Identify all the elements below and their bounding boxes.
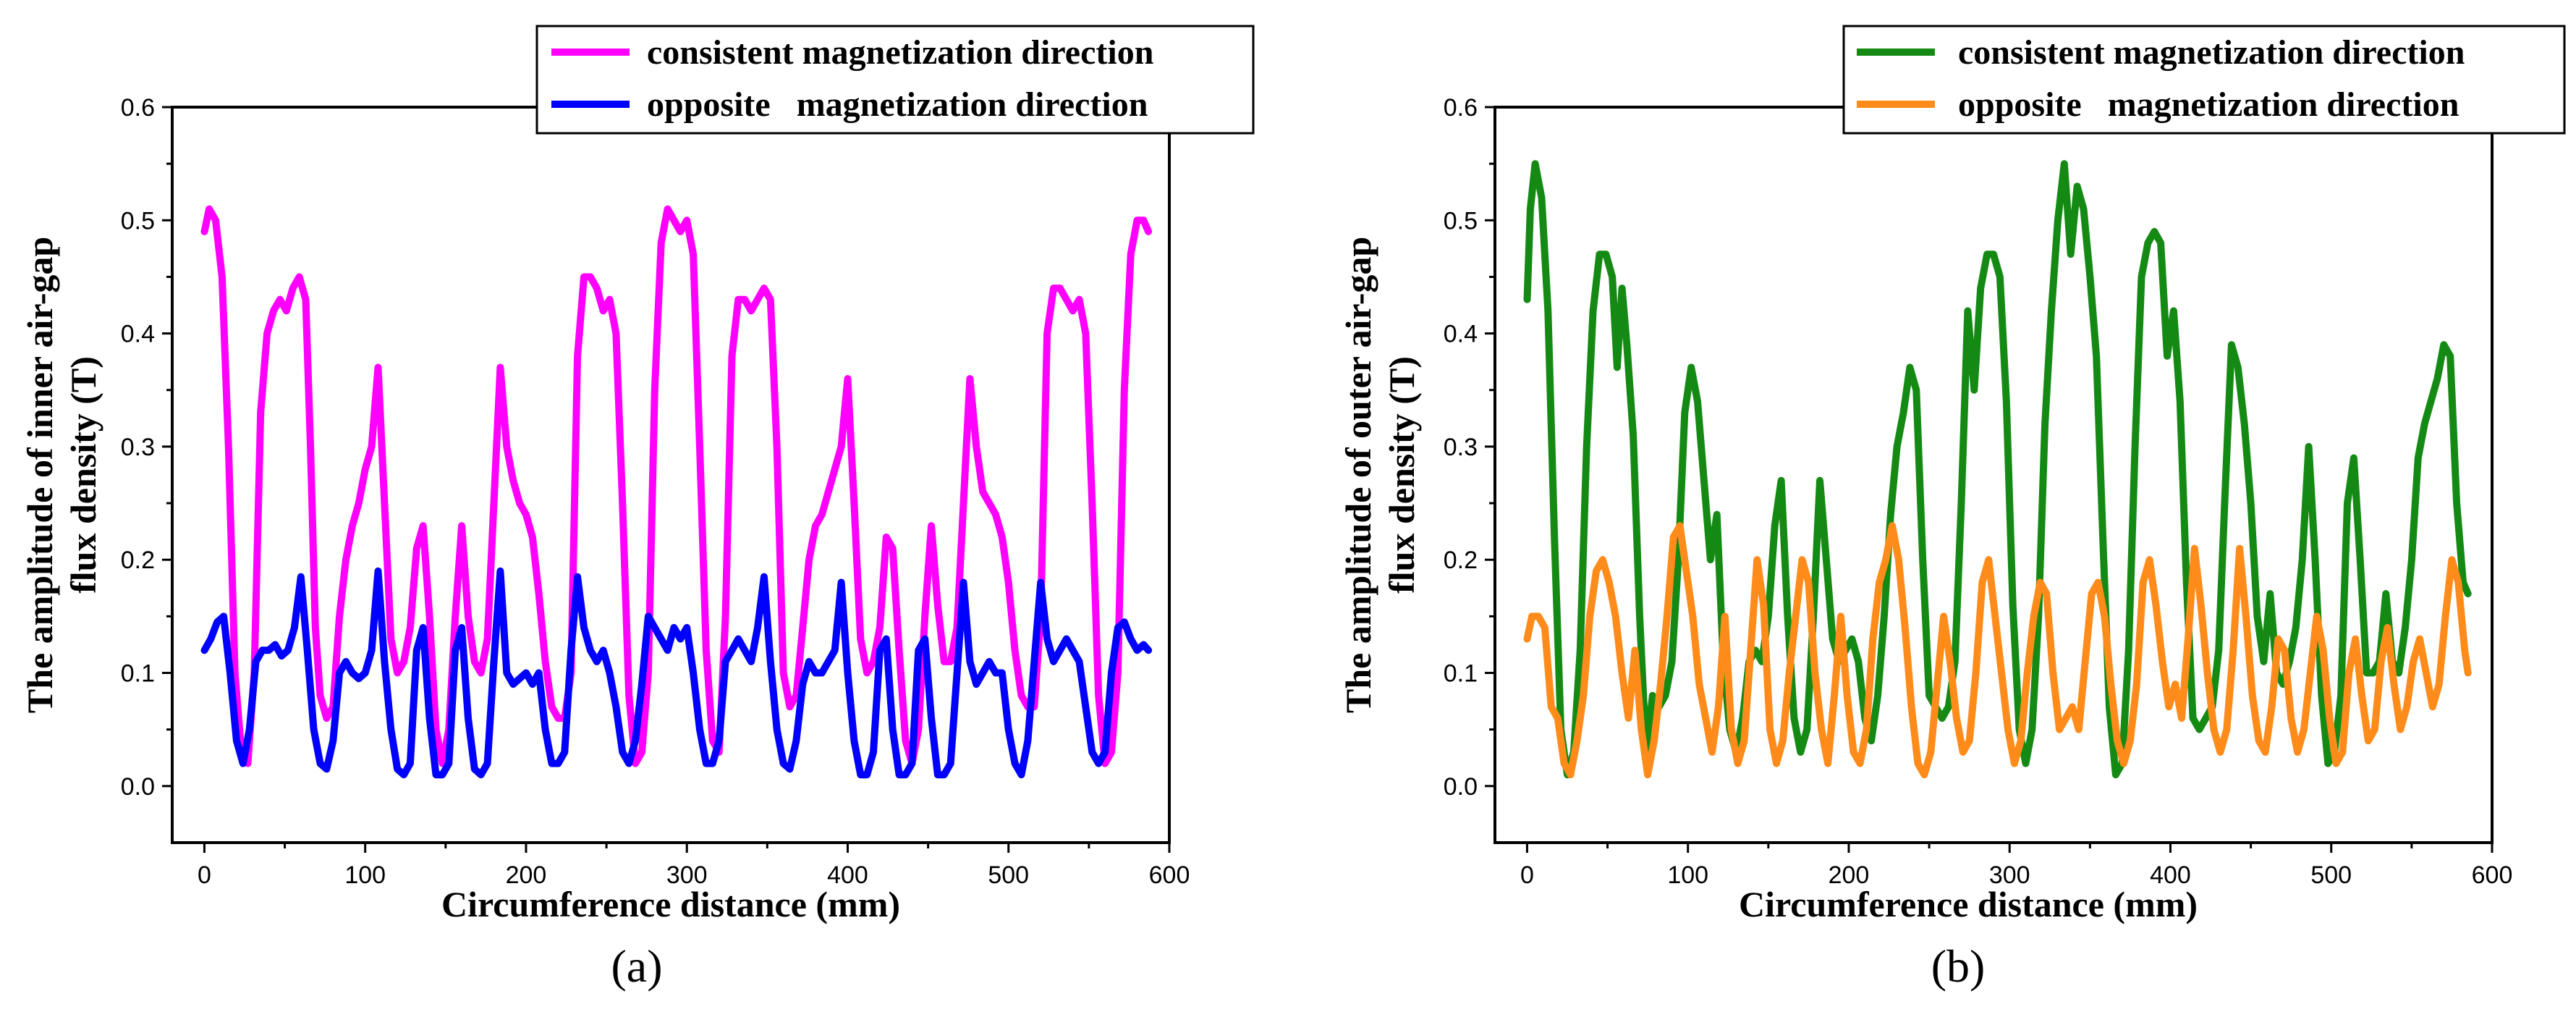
x-tick-label-a-200: 200 — [506, 861, 547, 889]
x-tick-label-a-500: 500 — [988, 861, 1029, 889]
chart-panel-b: 0 100 200 300 400 500 600 0.0 0.1 0.2 0.3 0.4 0.5 0.6… — [1338, 25, 2566, 992]
y-axis-title-a-line1: The amplitude of inner air-gap — [20, 237, 60, 713]
y-tick-label-a-5: 0.5 — [121, 207, 155, 235]
legend-label-a-opposite: opposite magnetization direction — [647, 85, 1148, 124]
tick-group-a: 0 100 200 300 400 500 600 0.0 0.1 0.2 0.3 0.4 0.5 0.6 — [121, 94, 1190, 889]
y-tick-label-b-1: 0.1 — [1444, 660, 1478, 688]
y-tick-label-a-2: 0.2 — [121, 547, 155, 574]
legend-label-b-consistent: consistent magnetization direction — [1958, 33, 2465, 72]
y-axis-title-a-line2: flux density (T) — [63, 356, 103, 594]
x-tick-label-b-200: 200 — [1829, 861, 1870, 889]
y-tick-label-b-2: 0.2 — [1444, 547, 1478, 574]
x-tick-label-b-100: 100 — [1667, 861, 1708, 889]
y-tick-label-a-0: 0.0 — [121, 773, 155, 801]
x-tick-label-a-300: 300 — [666, 861, 708, 889]
x-tick-label-b-300: 300 — [1989, 861, 2030, 889]
y-tick-label-a-1: 0.1 — [121, 660, 155, 688]
series-line-a-consistent — [200, 205, 1153, 767]
x-axis-title-b: Circumference distance (mm) — [1739, 884, 2198, 924]
y-tick-label-b-3: 0.3 — [1444, 434, 1478, 461]
y-tick-label-b-6: 0.6 — [1444, 94, 1478, 122]
x-tick-label-b-400: 400 — [2150, 861, 2191, 889]
legend-a: consistent magnetization direction oppos… — [535, 25, 1255, 135]
panel-label-a: (a) — [611, 940, 662, 992]
chart-panel-a: 0 100 200 300 400 500 600 0.0 0.1 0.2 0.3 0.4 0.5 0.6… — [20, 25, 1255, 992]
y-tick-label-a-4: 0.4 — [121, 321, 155, 348]
series-line-b-opposite — [1523, 522, 2472, 779]
legend-b: consistent magnetization direction oppos… — [1842, 25, 2566, 135]
x-tick-label-a-100: 100 — [344, 861, 386, 889]
y-tick-label-b-0: 0.0 — [1444, 773, 1478, 801]
x-tick-label-a-400: 400 — [827, 861, 868, 889]
panel-label-b: (b) — [1931, 940, 1986, 992]
y-tick-label-a-6: 0.6 — [121, 94, 155, 122]
legend-box-a — [535, 25, 1255, 135]
series-line-a-opposite — [200, 567, 1153, 779]
x-tick-label-b-0: 0 — [1520, 861, 1534, 889]
x-axis-title-a: Circumference distance (mm) — [441, 884, 900, 924]
x-tick-label-b-600: 600 — [2472, 861, 2513, 889]
y-axis-title-b-line1: The amplitude of outer air-gap — [1338, 237, 1378, 713]
legend-label-b-opposite: opposite magnetization direction — [1958, 85, 2459, 124]
series-group-b — [1523, 160, 2472, 779]
tick-group-b: 0 100 200 300 400 500 600 0.0 0.1 0.2 0.3 0.4 0.5 0.6 — [1444, 94, 2513, 889]
x-tick-label-b-500: 500 — [2310, 861, 2352, 889]
y-tick-label-a-3: 0.3 — [121, 434, 155, 461]
legend-box-b — [1842, 25, 2566, 135]
y-tick-label-b-4: 0.4 — [1444, 321, 1478, 348]
legend-label-a-consistent: consistent magnetization direction — [647, 33, 1153, 72]
x-tick-label-a-0: 0 — [198, 861, 211, 889]
series-group-a — [200, 205, 1153, 779]
x-tick-label-a-600: 600 — [1149, 861, 1190, 889]
y-axis-title-b-line2: flux density (T) — [1381, 356, 1422, 594]
y-tick-label-b-5: 0.5 — [1444, 207, 1478, 235]
series-line-b-consistent — [1523, 160, 2472, 779]
